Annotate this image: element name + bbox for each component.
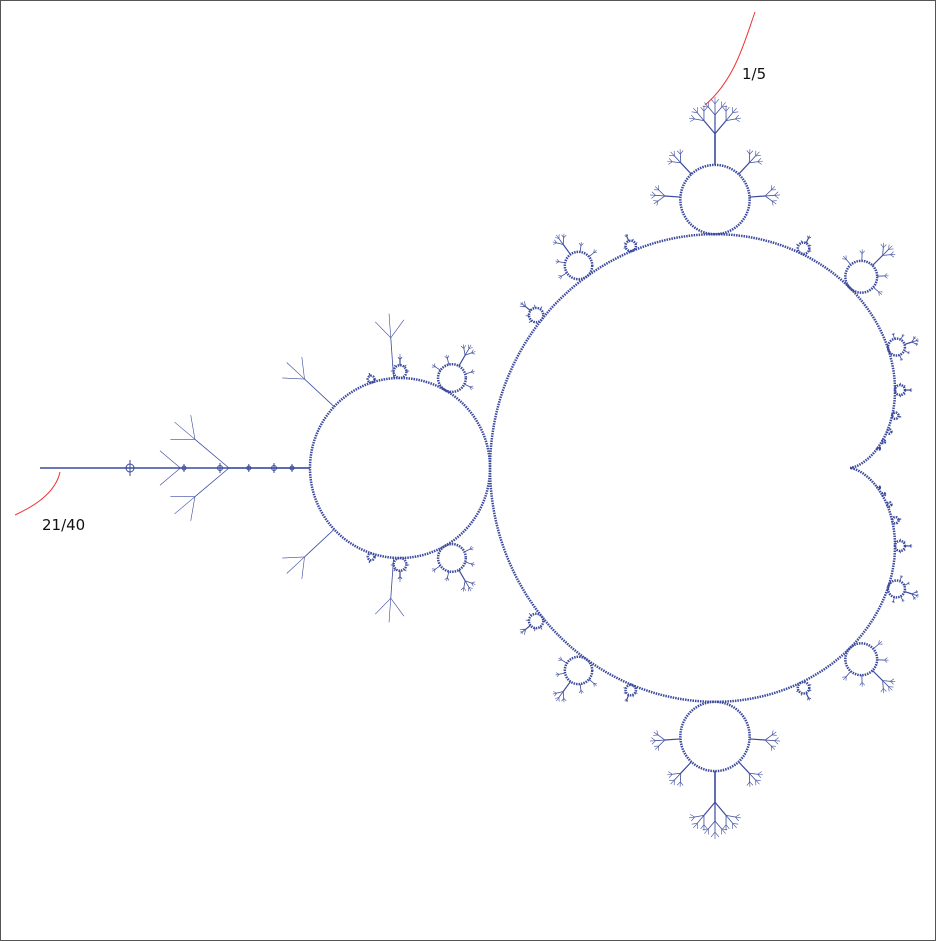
mandelbrot-figure: 1/5 21/40 <box>0 0 936 941</box>
fractal-detail <box>898 519 901 520</box>
frame <box>1 1 936 941</box>
ray-label: 21/40 <box>42 516 85 534</box>
ray-label: 1/5 <box>742 65 766 83</box>
fractal-detail <box>898 416 901 417</box>
